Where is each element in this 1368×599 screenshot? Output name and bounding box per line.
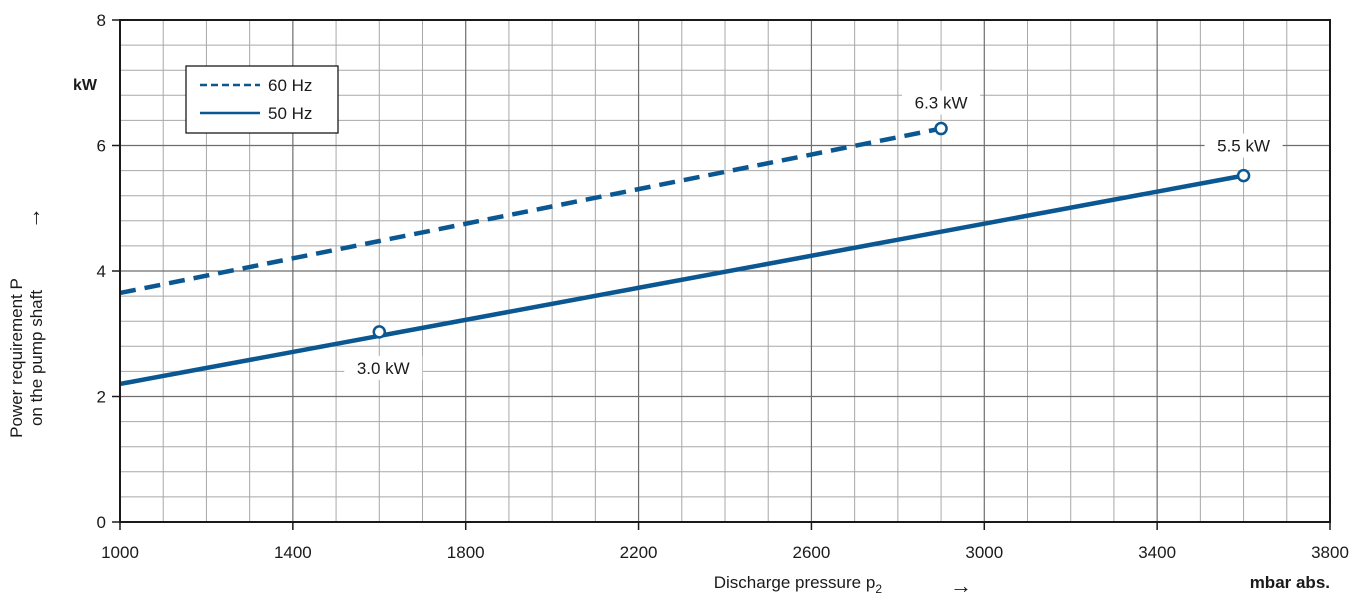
y-tick-label: 2 bbox=[97, 388, 106, 407]
x-tick-label: 2200 bbox=[620, 543, 658, 562]
x-tick-label: 1000 bbox=[101, 543, 139, 562]
legend-label-50hz: 50 Hz bbox=[268, 104, 312, 123]
x-unit-label: mbar abs. bbox=[1250, 573, 1330, 592]
y-tick-label: 8 bbox=[97, 11, 106, 30]
annotation-label-bg bbox=[902, 90, 981, 115]
y-axis-title: Power requirement P on the pump shaft bbox=[7, 278, 46, 438]
annotation-label-bg bbox=[344, 355, 423, 380]
y-axis-label-line2: on the pump shaft bbox=[27, 290, 46, 426]
series-line-60hz bbox=[119, 126, 942, 296]
annotation-marker bbox=[372, 325, 387, 339]
annotations-layer: 6.3 kW 5.5 kW 3.0 kW bbox=[344, 90, 1283, 380]
annotation-label: 5.5 kW bbox=[1217, 137, 1270, 156]
x-axis-label: Discharge pressure p2 bbox=[714, 573, 883, 596]
y-arrow-icon: → bbox=[20, 207, 45, 229]
legend-box bbox=[185, 65, 339, 134]
y-axis-arrow: → bbox=[20, 207, 45, 229]
series-layer bbox=[119, 126, 1244, 387]
annotation-marker bbox=[1236, 168, 1251, 183]
legend: 60 Hz 50 Hz bbox=[185, 65, 339, 134]
y-tick-label: 6 bbox=[97, 137, 106, 156]
y-axis-label-line1: Power requirement P bbox=[7, 278, 26, 438]
x-tick-label: 1400 bbox=[274, 543, 312, 562]
x-arrow-icon: → bbox=[950, 573, 972, 598]
y-tick-label: 0 bbox=[97, 513, 106, 532]
series-line-50hz bbox=[119, 173, 1244, 387]
ticks-layer: 1000 1400 1800 2200 2600 3000 3400 3800 0 2 4 6 8 bbox=[97, 11, 1349, 562]
x-tick-label: 2600 bbox=[793, 543, 831, 562]
annotation-label: 6.3 kW bbox=[915, 94, 968, 113]
y-tick-label: 4 bbox=[97, 262, 106, 281]
x-tick-label: 1800 bbox=[447, 543, 485, 562]
x-tick-label: 3800 bbox=[1311, 543, 1349, 562]
x-tick-label: 3400 bbox=[1138, 543, 1176, 562]
legend-label-60hz: 60 Hz bbox=[268, 76, 312, 95]
annotation-label-bg bbox=[1204, 133, 1283, 158]
y-unit-label: kW bbox=[73, 77, 98, 94]
x-tick-label: 3000 bbox=[965, 543, 1003, 562]
annotation-label: 3.0 kW bbox=[357, 359, 410, 378]
annotation-marker bbox=[934, 121, 948, 136]
